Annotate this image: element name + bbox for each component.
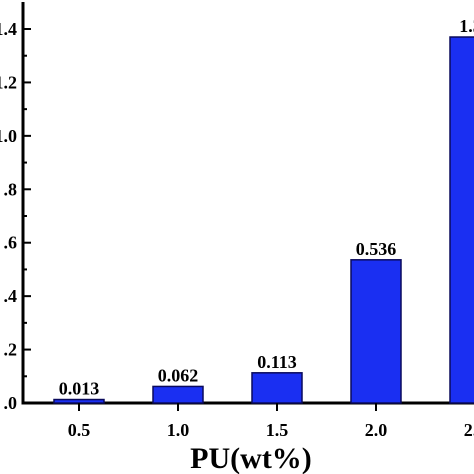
x-tick-label: 1.5	[266, 420, 289, 440]
bar-value-label: 1.37	[459, 16, 474, 36]
bar-value-label: 0.113	[257, 352, 297, 372]
bar-value-label: 0.536	[356, 239, 397, 259]
y-tick-label: .6	[4, 233, 18, 253]
y-tick-label: .0	[4, 393, 18, 413]
bar-2.0	[350, 259, 402, 404]
y-tick-label: 1.2	[0, 72, 17, 92]
bar-1.5	[251, 372, 303, 404]
y-tick-label: .4	[4, 286, 18, 306]
bar-2.5	[449, 36, 474, 404]
x-tick-label: 2.0	[365, 420, 388, 440]
y-tick-label: .2	[4, 340, 18, 360]
bar-1.0	[152, 385, 204, 404]
x-tick-label: 1.0	[167, 420, 190, 440]
y-tick-label: .8	[4, 179, 18, 199]
x-tick-label: 0.5	[68, 420, 91, 440]
bar-value-label: 0.062	[158, 365, 199, 385]
y-tick-label: 1.0	[0, 126, 17, 146]
bar-value-label: 0.013	[59, 379, 100, 399]
bar-0.5	[53, 398, 105, 404]
x-axis-label: PU(wt%)	[190, 442, 312, 474]
x-tick-label: 2.5	[464, 420, 474, 440]
y-tick-label: 1.4	[0, 19, 17, 39]
plot-area: .0 .2 .4 .6 .8 1.0 1.2 1.4 0.013 0.5 0.062 1.0 0.113…	[0, 2, 474, 440]
